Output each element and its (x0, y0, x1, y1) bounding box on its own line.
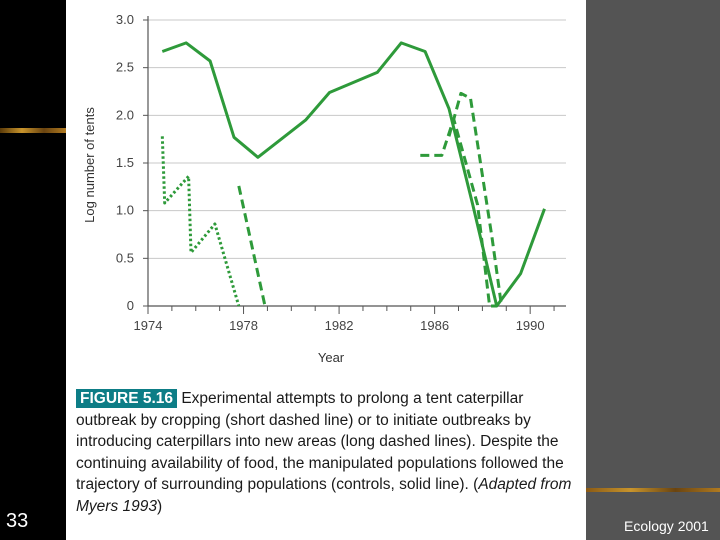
series-line-long-dash-3 (237, 185, 267, 307)
caption-text: Experimental attempts to prolong a tent … (76, 390, 564, 493)
left-sidebar-band (0, 0, 66, 540)
figure-caption: FIGURE 5.16 Experimental attempts to pro… (76, 388, 576, 517)
grid-lines (148, 19, 566, 259)
axes (143, 16, 566, 314)
figure-panel: 0 0.5 1.0 1.5 2.0 2.5 3.0 1974 1978 1982 1986 1990… (66, 0, 586, 540)
series-line-short-dash-2 (160, 136, 241, 307)
y-tick-label: 0 (127, 298, 134, 313)
decorative-rule-left (0, 128, 66, 133)
series-line-solid-1 (161, 41, 546, 308)
y-axis-label: Log number of tents (82, 107, 97, 223)
slide-number: 33 (6, 510, 29, 532)
figure-label: FIGURE 5.16 (76, 389, 178, 408)
y-tick-label: 0.5 (116, 250, 134, 265)
y-tick-labels: 0 0.5 1.0 1.5 2.0 2.5 3.0 (116, 12, 134, 313)
x-axis-label: Year (318, 350, 345, 365)
series-line-long-dash-4 (420, 117, 497, 308)
x-tick-label: 1978 (229, 318, 258, 333)
decorative-rule-right (586, 488, 720, 492)
y-tick-label: 3.0 (116, 12, 134, 27)
y-tick-label: 1.5 (116, 155, 134, 170)
tent-chart: 0 0.5 1.0 1.5 2.0 2.5 3.0 1974 1978 1982 1986 1990… (82, 12, 566, 365)
x-tick-label: 1974 (134, 318, 163, 333)
x-tick-label: 1986 (420, 318, 449, 333)
x-tick-labels: 1974 1978 1982 1986 1990 (134, 318, 545, 333)
y-tick-label: 2.0 (116, 107, 134, 122)
footer-text: Ecology 2001 (624, 518, 709, 534)
caption-citation: Adapted from Myers 1993 (76, 476, 572, 515)
y-tick-label: 2.5 (116, 60, 134, 75)
x-tick-label: 1990 (516, 318, 545, 333)
x-tick-label: 1982 (325, 318, 354, 333)
series-line-long-dash-5 (447, 91, 503, 307)
y-tick-label: 1.0 (116, 203, 134, 218)
right-sidebar-band (586, 0, 720, 540)
caption-end: ) (156, 497, 163, 515)
series-lines (160, 41, 546, 308)
